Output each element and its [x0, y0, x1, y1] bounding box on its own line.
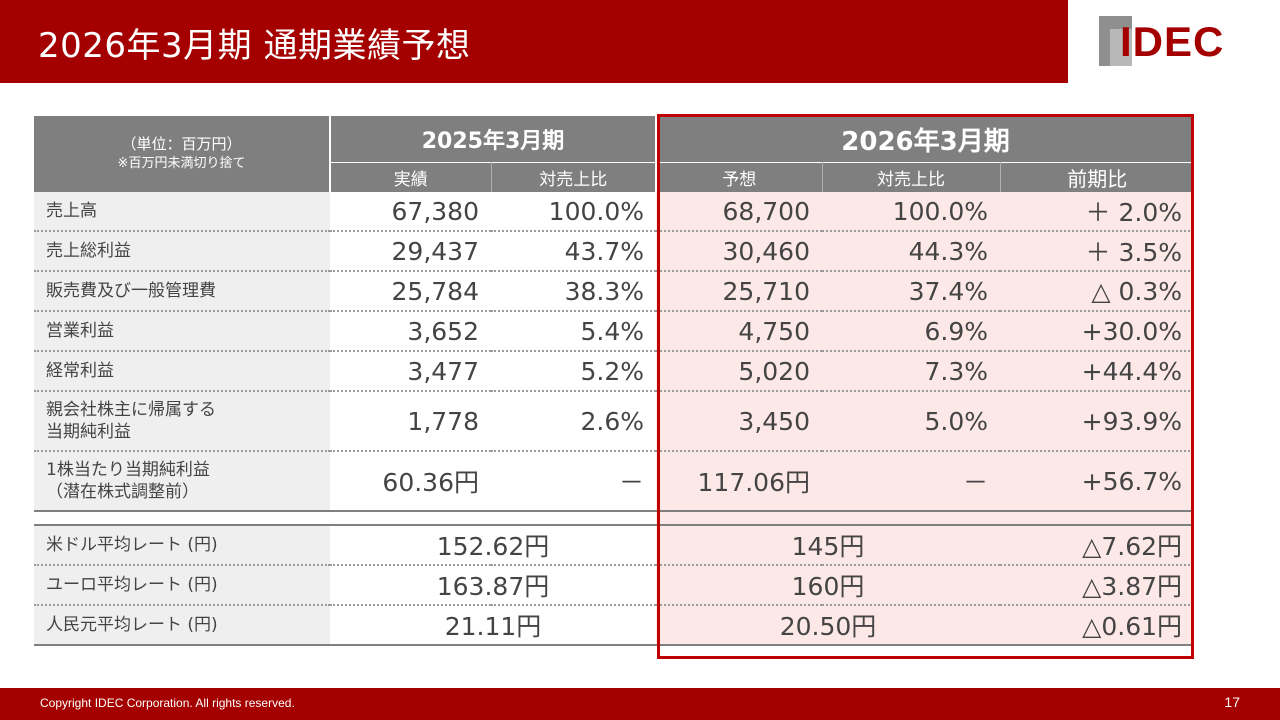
- copyright-text: Copyright IDEC Corporation. All rights r…: [40, 696, 295, 710]
- actual-ratio: 100.0%: [491, 192, 656, 232]
- fx-label: 米ドル平均レート (円): [34, 525, 330, 566]
- table-row: 経常利益 3,477 5.2% 5,020 7.3% +44.4%: [34, 351, 1194, 392]
- fx-yoy: △7.62円: [1000, 525, 1194, 566]
- table-row: 売上総利益 29,437 43.7% 30,460 44.3% ＋ 3.5%: [34, 231, 1194, 272]
- actual-value: 3,477: [330, 351, 491, 392]
- yoy-value: ＋ 2.0%: [1000, 192, 1194, 232]
- actual-value: 60.36円: [330, 451, 491, 512]
- table-row: 営業利益 3,652 5.4% 4,750 6.9% +30.0%: [34, 311, 1194, 352]
- yoy-value: ＋ 3.5%: [1000, 231, 1194, 272]
- forecast-value: 4,750: [656, 311, 822, 352]
- col-actual-ratio: 対売上比: [491, 162, 657, 192]
- forecast-ratio: 5.0%: [822, 391, 1000, 452]
- row-label: 1株当たり当期純利益 （潜在株式調整前）: [34, 451, 330, 512]
- fx-label: 人民元平均レート (円): [34, 605, 330, 646]
- row-label: 売上高: [34, 192, 330, 232]
- actual-ratio: 43.7%: [491, 231, 656, 272]
- table-row: 販売費及び一般管理費 25,784 38.3% 25,710 37.4% △ 0…: [34, 271, 1194, 312]
- fx-actual: 163.87円: [330, 565, 656, 606]
- idec-logo: IDEC: [1096, 16, 1246, 68]
- spacer-cell: [34, 511, 330, 526]
- row-label-line1: 1株当たり当期純利益: [46, 460, 210, 480]
- col-forecast-ratio: 対売上比: [822, 162, 1001, 192]
- table-row: 親会社株主に帰属する 当期純利益 1,778 2.6% 3,450 5.0% +…: [34, 391, 1194, 452]
- logo-mark-light: [1110, 29, 1132, 66]
- unit-note: ※百万円未満切り捨て: [117, 156, 246, 171]
- table-spacer: [34, 511, 1194, 526]
- actual-value: 3,652: [330, 311, 491, 352]
- row-label-line1: 親会社株主に帰属する: [46, 400, 216, 420]
- yoy-value: +93.9%: [1000, 391, 1194, 452]
- fx-actual: 152.62円: [330, 525, 656, 566]
- row-label: 販売費及び一般管理費: [34, 271, 330, 312]
- fx-label: ユーロ平均レート (円): [34, 565, 330, 606]
- forecast-ratio: 100.0%: [822, 192, 1000, 232]
- table-row: 1株当たり当期純利益 （潜在株式調整前） 60.36円 － 117.06円 － …: [34, 451, 1194, 512]
- forecast-ratio: 7.3%: [822, 351, 1000, 392]
- fx-yoy: △3.87円: [1000, 565, 1194, 606]
- footer-bar: Copyright IDEC Corporation. All rights r…: [0, 688, 1280, 720]
- yoy-value: +30.0%: [1000, 311, 1194, 352]
- actual-ratio: 2.6%: [491, 391, 656, 452]
- yoy-value: △ 0.3%: [1000, 271, 1194, 312]
- page-title: 2026年3月期 通期業績予想: [38, 26, 471, 66]
- actual-ratio: －: [491, 451, 656, 512]
- logo-text: IDEC: [1120, 18, 1225, 65]
- yoy-value: +44.4%: [1000, 351, 1194, 392]
- title-bar: 2026年3月期 通期業績予想: [0, 0, 1068, 83]
- forecast-table: （単位：百万円） ※百万円未満切り捨て 2025年3月期 2026年3月期 実績…: [34, 116, 1194, 646]
- fx-row: 米ドル平均レート (円) 152.62円 145円 △7.62円: [34, 525, 1194, 566]
- col-yoy: 前期比: [1000, 162, 1194, 192]
- actual-value: 25,784: [330, 271, 491, 312]
- row-label-line2: 当期純利益: [46, 422, 131, 442]
- fx-row: ユーロ平均レート (円) 163.87円 160円 △3.87円: [34, 565, 1194, 606]
- unit-label: （単位：百万円）: [121, 135, 242, 153]
- spacer-cell: [656, 511, 1194, 526]
- forecast-ratio: 6.9%: [822, 311, 1000, 352]
- row-label: 親会社株主に帰属する 当期純利益: [34, 391, 330, 452]
- forecast-value: 5,020: [656, 351, 822, 392]
- col-actual: 実績: [330, 162, 492, 192]
- row-label: 売上総利益: [34, 231, 330, 272]
- forecast-ratio: 44.3%: [822, 231, 1000, 272]
- yoy-value: +56.7%: [1000, 451, 1194, 512]
- forecast-value: 3,450: [656, 391, 822, 452]
- fx-actual: 21.11円: [330, 605, 656, 646]
- forecast-ratio: 37.4%: [822, 271, 1000, 312]
- row-label-line2: （潜在株式調整前）: [46, 482, 199, 502]
- spacer-cell: [330, 511, 656, 526]
- fx-row: 人民元平均レート (円) 21.11円 20.50円 △0.61円: [34, 605, 1194, 646]
- table-row: 売上高 67,380 100.0% 68,700 100.0% ＋ 2.0%: [34, 192, 1194, 232]
- actual-value: 67,380: [330, 192, 491, 232]
- forecast-value: 30,460: [656, 231, 822, 272]
- actual-value: 29,437: [330, 231, 491, 272]
- actual-value: 1,778: [330, 391, 491, 452]
- col-forecast: 予想: [655, 162, 823, 192]
- unit-header: （単位：百万円） ※百万円未満切り捨て: [34, 116, 331, 192]
- fy2026-header: 2026年3月期: [655, 116, 1194, 163]
- fy2025-header: 2025年3月期: [330, 116, 656, 163]
- fx-yoy: △0.61円: [1000, 605, 1194, 646]
- actual-ratio: 38.3%: [491, 271, 656, 312]
- fx-forecast: 145円: [656, 525, 1000, 566]
- forecast-value: 25,710: [656, 271, 822, 312]
- row-label: 経常利益: [34, 351, 330, 392]
- page-number: 17: [1224, 694, 1240, 710]
- forecast-value: 68,700: [656, 192, 822, 232]
- actual-ratio: 5.4%: [491, 311, 656, 352]
- actual-ratio: 5.2%: [491, 351, 656, 392]
- forecast-ratio: －: [822, 451, 1000, 512]
- fx-forecast: 160円: [656, 565, 1000, 606]
- forecast-value: 117.06円: [656, 451, 822, 512]
- fx-forecast: 20.50円: [656, 605, 1000, 646]
- row-label: 営業利益: [34, 311, 330, 352]
